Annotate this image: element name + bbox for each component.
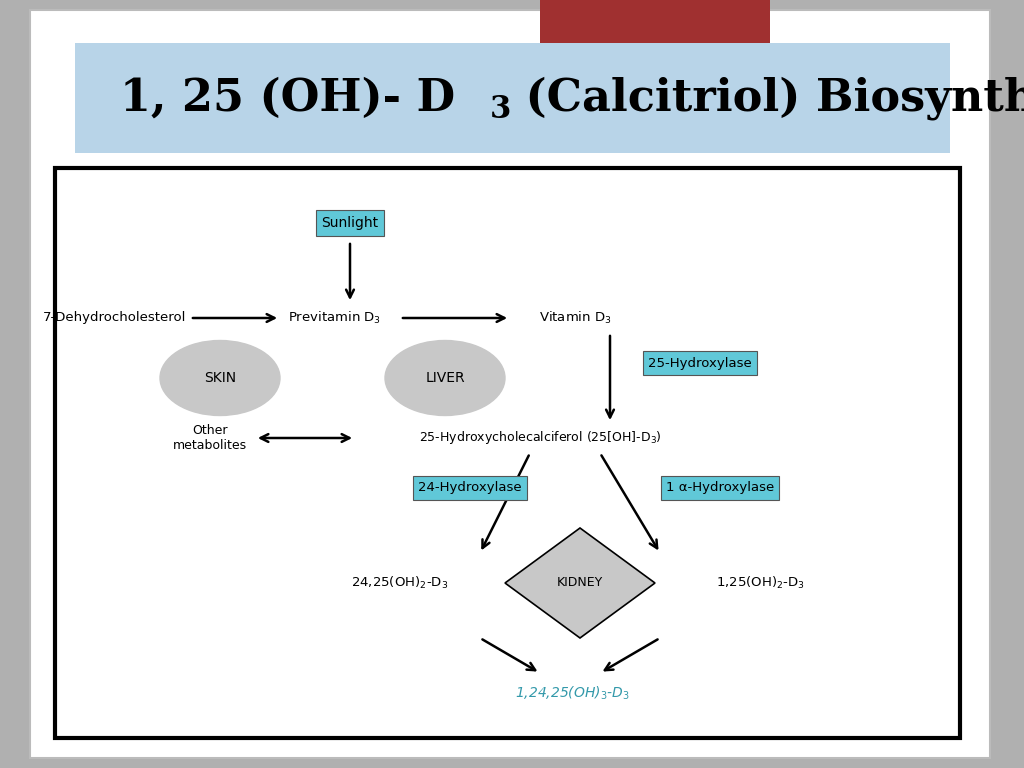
- Text: 24-Hydroxylase: 24-Hydroxylase: [418, 482, 522, 495]
- Text: 7-Dehydrocholesterol: 7-Dehydrocholesterol: [43, 312, 186, 325]
- Text: 1 α-Hydroxylase: 1 α-Hydroxylase: [666, 482, 774, 495]
- Text: SKIN: SKIN: [204, 371, 237, 385]
- Text: Previtamin D$_3$: Previtamin D$_3$: [289, 310, 382, 326]
- Text: 25-Hydroxycholecalciferol (25[OH]-D$_3$): 25-Hydroxycholecalciferol (25[OH]-D$_3$): [419, 429, 662, 446]
- Text: Other
metabolites: Other metabolites: [173, 424, 247, 452]
- Text: KIDNEY: KIDNEY: [557, 577, 603, 590]
- Polygon shape: [505, 528, 655, 638]
- FancyBboxPatch shape: [75, 43, 950, 153]
- Text: LIVER: LIVER: [425, 371, 465, 385]
- Text: 1,24,25(OH)$_3$-D$_3$: 1,24,25(OH)$_3$-D$_3$: [515, 684, 631, 702]
- Text: 3: 3: [490, 94, 511, 125]
- Text: 24,25(OH)$_2$-D$_3$: 24,25(OH)$_2$-D$_3$: [351, 575, 449, 591]
- Text: 1,25(OH)$_2$-D$_3$: 1,25(OH)$_2$-D$_3$: [716, 575, 805, 591]
- Text: Sunlight: Sunlight: [322, 216, 379, 230]
- FancyBboxPatch shape: [540, 0, 770, 108]
- Ellipse shape: [160, 340, 280, 415]
- Text: Vitamin D$_3$: Vitamin D$_3$: [539, 310, 611, 326]
- Text: 1, 25 (OH)- D: 1, 25 (OH)- D: [120, 77, 455, 120]
- FancyBboxPatch shape: [55, 168, 961, 738]
- Ellipse shape: [385, 340, 505, 415]
- Text: 25-Hydroxylase: 25-Hydroxylase: [648, 356, 752, 369]
- FancyBboxPatch shape: [30, 10, 990, 758]
- Text: (Calcitriol) Biosynthesis: (Calcitriol) Biosynthesis: [510, 76, 1024, 120]
